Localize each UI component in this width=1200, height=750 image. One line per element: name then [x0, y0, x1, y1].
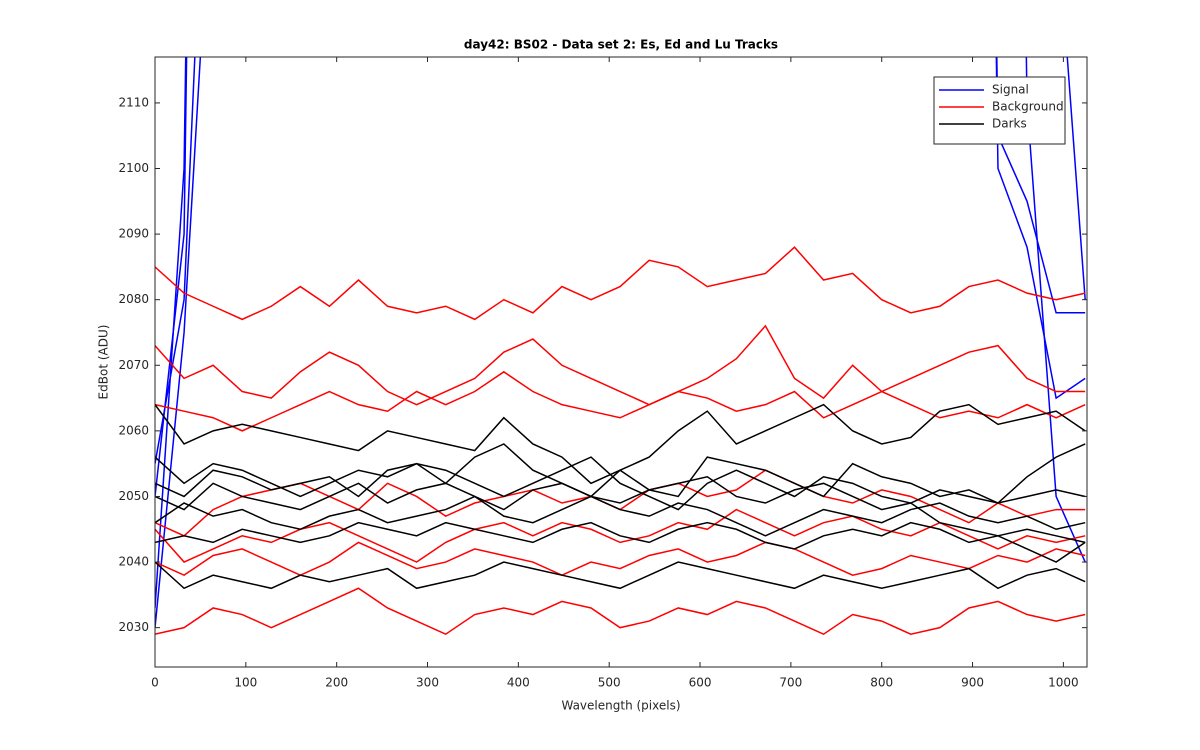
- x-tick-label: 800: [870, 676, 893, 690]
- x-tick-label: 400: [507, 676, 530, 690]
- series-line: [155, 456, 1086, 563]
- x-tick-label: 300: [416, 676, 439, 690]
- y-tick-label: 2060: [118, 423, 149, 437]
- y-tick-label: 2070: [118, 358, 149, 372]
- series-line: [155, 324, 1086, 406]
- axes-box: [154, 56, 1088, 668]
- series-line: [155, 370, 1086, 432]
- series-line: [155, 521, 1086, 550]
- y-tick-label: 2050: [118, 489, 149, 503]
- x-tick-label: 500: [598, 676, 621, 690]
- plot-area: [155, 57, 1087, 667]
- chart-title: day42: BS02 - Data set 2: Es, Ed and Lu …: [464, 38, 778, 52]
- x-tick-label: 900: [961, 676, 984, 690]
- y-tick-label: 2100: [118, 161, 149, 175]
- ticks: 2030 2040 2050 2060 2070 2080 2090 2100 2110 0 100…: [118, 57, 1087, 690]
- y-tick-label: 2090: [118, 227, 149, 241]
- series-line: [155, 561, 1086, 590]
- plot-lines: [155, 57, 1086, 636]
- x-tick-label: 1000: [1048, 676, 1079, 690]
- legend: Signal Background Darks: [933, 76, 1066, 145]
- legend-label: Background: [992, 100, 1064, 114]
- y-tick-label: 2080: [118, 292, 149, 306]
- series-line: [155, 495, 1086, 537]
- legend-label: Signal: [992, 83, 1029, 97]
- legend-box: [933, 76, 1066, 145]
- y-tick-label: 2040: [118, 555, 149, 569]
- x-tick-label: 100: [234, 676, 257, 690]
- series-line: [155, 246, 1086, 321]
- y-tick-label: 2030: [118, 620, 149, 634]
- y-tick-label: 2110: [118, 95, 149, 109]
- x-tick-label: 200: [325, 676, 348, 690]
- series-line: [155, 587, 1086, 636]
- legend-label: Darks: [992, 117, 1027, 131]
- x-tick-label: 600: [689, 676, 712, 690]
- x-axis-label: Wavelength (pixels): [561, 699, 680, 713]
- y-axis-label: EdBot (ADU): [97, 325, 111, 400]
- series-line: [155, 541, 1086, 577]
- series-line: [155, 443, 1086, 504]
- x-tick-label: 700: [779, 676, 802, 690]
- series-line: [155, 475, 1086, 511]
- x-tick-label: 0: [151, 676, 159, 690]
